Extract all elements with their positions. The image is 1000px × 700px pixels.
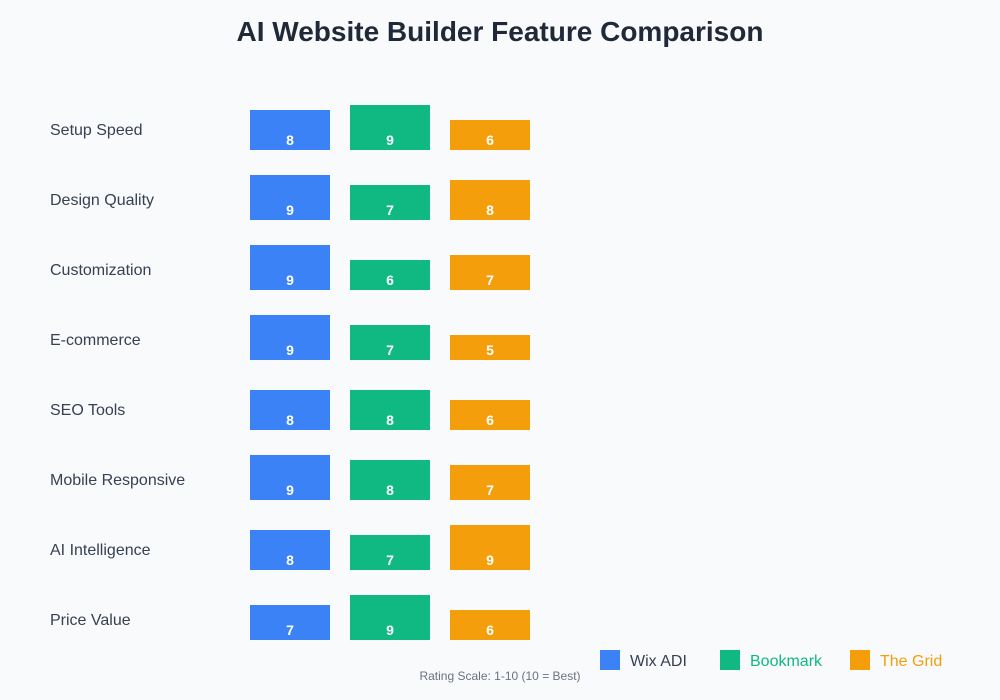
category-label: AI Intelligence	[50, 542, 151, 559]
category-label: Setup Speed	[50, 122, 143, 139]
bar-wix-adi	[250, 455, 330, 500]
bar-bookmark	[350, 390, 430, 430]
bar-bookmark	[350, 535, 430, 570]
bar-value-label: 8	[386, 412, 394, 428]
bar-value-label: 9	[286, 342, 294, 358]
bar-the-grid	[450, 610, 530, 640]
footnote: Rating Scale: 1-10 (10 = Best)	[419, 669, 580, 683]
bar-value-label: 7	[486, 272, 494, 288]
category-label: Customization	[50, 262, 151, 279]
bar-wix-adi	[250, 605, 330, 640]
bar-value-label: 7	[386, 202, 394, 218]
bar-the-grid	[450, 400, 530, 430]
bar-value-label: 7	[386, 342, 394, 358]
legend-label: Bookmark	[750, 653, 823, 670]
bar-value-label: 7	[486, 482, 494, 498]
bar-value-label: 6	[486, 132, 494, 148]
category-label: Design Quality	[50, 192, 154, 209]
bar-the-grid	[450, 120, 530, 150]
bar-wix-adi	[250, 110, 330, 150]
bar-bookmark	[350, 595, 430, 640]
bar-value-label: 9	[486, 552, 494, 568]
bar-wix-adi	[250, 175, 330, 220]
bar-wix-adi	[250, 390, 330, 430]
bar-value-label: 9	[286, 482, 294, 498]
bar-wix-adi	[250, 530, 330, 570]
bar-wix-adi	[250, 315, 330, 360]
bar-value-label: 8	[286, 412, 294, 428]
bar-value-label: 6	[486, 412, 494, 428]
legend-label: Wix ADI	[630, 653, 687, 670]
bar-bookmark	[350, 460, 430, 500]
bar-value-label: 7	[386, 552, 394, 568]
category-label: Mobile Responsive	[50, 472, 185, 489]
bar-bookmark	[350, 325, 430, 360]
bar-value-label: 8	[286, 132, 294, 148]
category-label: Price Value	[50, 612, 131, 629]
chart-title: AI Website Builder Feature Comparison	[237, 16, 764, 47]
category-row: E-commerce 9 7 5	[50, 315, 530, 360]
category-row: Design Quality 9 7 8	[50, 175, 530, 220]
legend-swatch	[720, 650, 740, 670]
bar-value-label: 6	[386, 272, 394, 288]
legend-swatch	[600, 650, 620, 670]
category-row: SEO Tools 8 8 6	[50, 390, 530, 430]
legend-label: The Grid	[880, 653, 942, 670]
category-row: Price Value 7 9 6	[50, 595, 530, 640]
category-row: Customization 9 6 7	[50, 245, 530, 290]
bar-value-label: 9	[286, 202, 294, 218]
bar-value-label: 5	[486, 342, 494, 358]
bar-bookmark	[350, 105, 430, 150]
legend-swatch	[850, 650, 870, 670]
category-label: E-commerce	[50, 332, 141, 349]
bar-the-grid	[450, 335, 530, 360]
category-row: Setup Speed 8 9 6	[50, 105, 530, 150]
bar-bookmark	[350, 260, 430, 290]
bar-value-label: 8	[386, 482, 394, 498]
category-row: AI Intelligence 8 7 9	[50, 525, 530, 570]
bar-value-label: 8	[486, 202, 494, 218]
bar-value-label: 9	[386, 622, 394, 638]
bar-the-grid	[450, 525, 530, 570]
bar-value-label: 8	[286, 552, 294, 568]
bar-value-label: 9	[386, 132, 394, 148]
bar-the-grid	[450, 180, 530, 220]
legend: Wix ADI Bookmark The Grid	[600, 650, 942, 670]
bar-the-grid	[450, 255, 530, 290]
bar-value-label: 9	[286, 272, 294, 288]
bar-the-grid	[450, 465, 530, 500]
bar-value-label: 7	[286, 622, 294, 638]
category-label: SEO Tools	[50, 402, 125, 419]
category-row: Mobile Responsive 9 8 7	[50, 455, 530, 500]
bar-value-label: 6	[486, 622, 494, 638]
bar-bookmark	[350, 185, 430, 220]
bar-wix-adi	[250, 245, 330, 290]
